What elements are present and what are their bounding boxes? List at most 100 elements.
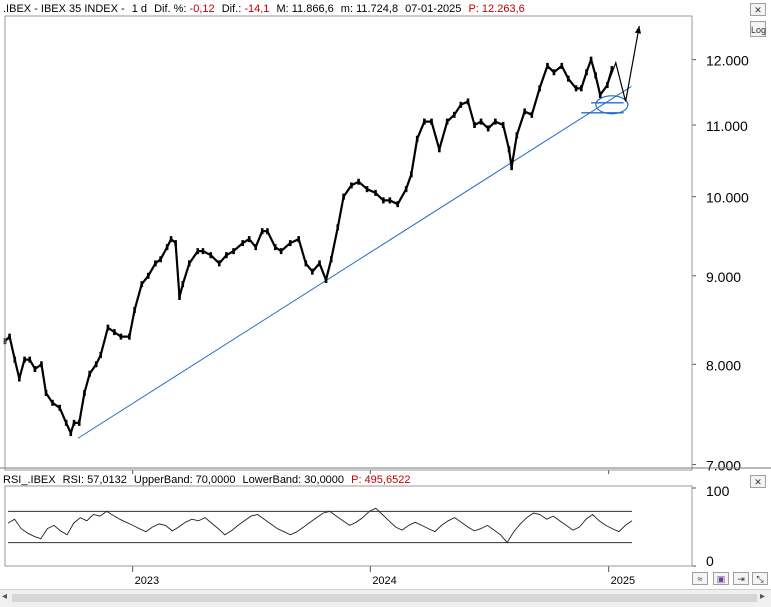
time-tick-label: 2023	[135, 575, 159, 587]
crosshair-icon: ⤡	[756, 574, 764, 584]
price-point	[217, 260, 221, 267]
close-icon: ✕	[754, 477, 762, 487]
price-point	[58, 404, 61, 411]
rsi-header: RSI_.IBEX RSI: 57,0132 UpperBand: 70,000…	[3, 474, 410, 486]
save-icon: ▣	[716, 574, 726, 584]
rsi-tick-label: 0	[706, 553, 714, 569]
price-point	[23, 356, 26, 363]
close-chart-button[interactable]: ✕	[750, 3, 766, 16]
price-point	[69, 430, 73, 437]
price-point	[329, 256, 333, 263]
price-point	[589, 56, 593, 63]
low-label: m: 11.724,8	[340, 3, 399, 15]
price-point	[159, 256, 162, 263]
price-point	[297, 236, 300, 243]
price-point	[77, 419, 81, 426]
price-point	[279, 248, 283, 255]
price-point	[453, 111, 456, 118]
price-point	[225, 252, 228, 259]
price-tick-label: 10.000	[706, 190, 749, 206]
price-point	[382, 197, 385, 204]
price-tick-label: 8.000	[706, 357, 741, 373]
price-tick-label: 11.000	[706, 118, 748, 134]
price-point	[515, 132, 519, 139]
price-point	[510, 164, 513, 171]
price-line	[4, 58, 613, 435]
interval-label: 1 d	[131, 3, 148, 15]
log-scale-button[interactable]: Log	[750, 21, 766, 37]
trend-line	[77, 85, 632, 439]
rsi-value: RSI: 57,0132	[62, 474, 127, 486]
price-point	[566, 75, 570, 82]
price-point	[430, 118, 433, 125]
zoom-button[interactable]: ≈	[692, 572, 708, 585]
price-point	[350, 182, 353, 189]
price-point	[113, 329, 116, 336]
dif-label: Dif.:	[221, 3, 242, 15]
crosshair-button[interactable]: ⤡	[752, 572, 768, 585]
price-point	[8, 333, 11, 340]
price-point	[154, 260, 157, 267]
close-rsi-button[interactable]: ✕	[750, 475, 766, 488]
price-point	[410, 171, 413, 178]
price-point	[546, 62, 549, 69]
rsi-lower-band: LowerBand: 30,0000	[242, 474, 345, 486]
price-point	[64, 419, 68, 426]
rsi-line	[7, 507, 633, 544]
price-point	[273, 244, 277, 251]
close-icon: ✕	[754, 5, 762, 15]
price-point	[40, 361, 43, 368]
price-point	[342, 193, 345, 200]
price-point	[415, 135, 419, 142]
price-point	[201, 248, 205, 255]
price-point	[598, 91, 602, 98]
projection-path	[606, 25, 640, 102]
price-point	[585, 69, 588, 76]
price-point	[146, 272, 150, 279]
projection-arrowhead	[634, 25, 642, 34]
price-point	[174, 240, 177, 247]
price-point	[486, 125, 490, 132]
horizontal-scrollbar[interactable]: ◂ ▸	[0, 589, 771, 607]
dif-pct-value: -0,12	[189, 3, 215, 15]
price-point	[388, 197, 392, 204]
price-point	[610, 66, 614, 73]
price-point	[324, 276, 328, 283]
chart-header: .IBEX - IBEX 35 INDEX - 1 d Dif. %: -0,1…	[3, 3, 525, 15]
price-tick-label: 9.000	[706, 269, 741, 285]
price-point	[560, 62, 564, 69]
price-point	[530, 111, 534, 118]
high-label: M: 11.866,6	[276, 3, 334, 15]
price-tick-label: 12.000	[706, 53, 749, 69]
save-button[interactable]: ▣	[713, 572, 729, 585]
price-point	[479, 118, 483, 125]
price-point	[423, 118, 426, 125]
rsi-upper-band: UpperBand: 70,0000	[133, 474, 236, 486]
fit-button[interactable]: ⇥	[733, 572, 749, 585]
price-point	[94, 361, 98, 368]
highlight-ellipse	[595, 95, 629, 115]
price-point	[119, 333, 123, 340]
price-label: P: 12.263,6	[468, 3, 525, 15]
scroll-left-icon[interactable]: ◂	[2, 591, 8, 602]
price-point	[165, 244, 169, 251]
rsi-price: P: 495,6522	[351, 474, 411, 486]
price-point	[247, 236, 251, 243]
dif-value: -14,1	[244, 3, 270, 15]
price-point	[288, 240, 292, 247]
price-point	[83, 390, 86, 397]
price-point	[574, 85, 578, 92]
price-point	[396, 201, 399, 208]
price-point	[128, 333, 131, 340]
scrollbar-thumb[interactable]	[12, 594, 757, 602]
scroll-right-icon[interactable]: ▸	[760, 591, 766, 602]
price-tick-label: 7.000	[706, 458, 741, 474]
time-tick-label: 2025	[611, 575, 635, 587]
price-point	[13, 356, 17, 363]
log-button-label: Log	[751, 25, 767, 35]
price-point	[311, 268, 314, 275]
dif-pct-label: Dif. %:	[154, 3, 187, 15]
price-point	[241, 240, 244, 247]
